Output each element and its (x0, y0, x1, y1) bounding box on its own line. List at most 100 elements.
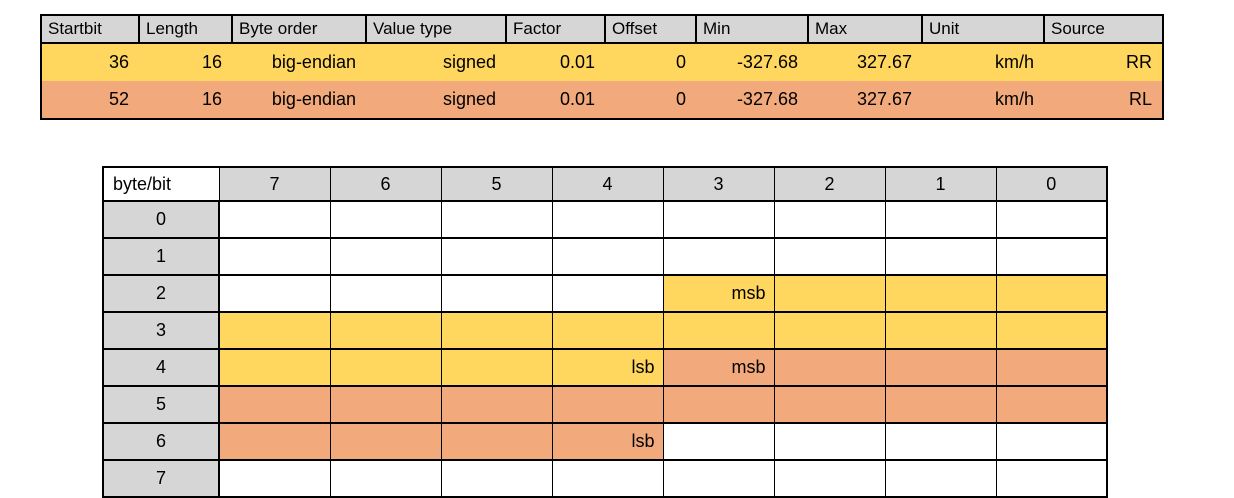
bit-cell-byte1-bit7 (218, 237, 331, 276)
signal-definition-table: Startbit Length Byte order Value type Factor… (40, 14, 1164, 120)
signal-cell-offset: 0 (675, 52, 686, 72)
signal-cell-byte-order: big-endian (232, 81, 366, 120)
bit-cell-byte0-bit0 (995, 200, 1108, 239)
signal-cell-value-type: signed (442, 52, 496, 72)
bit-column-header-4: 4 (551, 166, 664, 202)
signal-cell-value-type: signed (366, 81, 506, 120)
signal-row-rl: 52 16 big-endian signed 0.01 0 -327.68 327.67 km… (40, 81, 1164, 120)
bit-cell-byte7-bit7 (218, 459, 331, 498)
bit-column-header-7: 7 (218, 166, 331, 202)
byte-row-6: 6 lsb (102, 422, 1108, 461)
bit-cell-byte2-bit6 (329, 274, 442, 313)
signal-cell-max: 327.67 (856, 52, 912, 72)
bit-cell-byte7-bit1 (884, 459, 997, 498)
bit-cell-byte1-bit6 (329, 237, 442, 276)
signal-table-header-row: Startbit Length Byte order Value type Factor… (40, 14, 1164, 44)
signal-cell-source: RL (1044, 81, 1164, 120)
column-header-value-type: Value type (365, 14, 507, 44)
column-header-factor: Factor (505, 14, 606, 44)
byte-row-0: 0 (102, 200, 1108, 239)
bit-cell-byte5-bit0 (995, 385, 1108, 424)
bit-cell-byte3-bit7 (218, 311, 331, 350)
bit-cell-byte5-bit2 (773, 385, 886, 424)
bit-cell-byte0-bit1 (884, 200, 997, 239)
bit-cell-byte6-bit4: lsb (551, 422, 664, 461)
bit-cell-byte3-bit5 (440, 311, 553, 350)
byte-row-3: 3 (102, 311, 1108, 350)
byte-row-header-1: 1 (102, 237, 220, 276)
bit-cell-byte1-bit0 (995, 237, 1108, 276)
bit-column-header-1: 1 (884, 166, 997, 202)
bit-cell-byte6-bit1 (884, 422, 997, 461)
bit-cell-byte4-bit1 (884, 348, 997, 387)
signal-cell-byte-order: big-endian (271, 52, 356, 72)
signal-cell-source: RR (1044, 43, 1164, 81)
signal-cell-length: 16 (139, 81, 232, 120)
byte-row-header-0: 0 (102, 200, 220, 239)
signal-cell-offset: 0 (605, 81, 696, 120)
bit-cell-byte6-bit6 (329, 422, 442, 461)
signal-cell-unit: km/h (922, 81, 1044, 120)
byte-row-header-2: 2 (102, 274, 220, 313)
bit-column-header-3: 3 (662, 166, 775, 202)
bit-cell-byte3-bit3 (662, 311, 775, 350)
byte-row-1: 1 (102, 237, 1108, 276)
bit-cell-byte2-bit3: msb (662, 274, 775, 313)
byte-row-header-4: 4 (102, 348, 220, 387)
bit-cell-byte0-bit6 (329, 200, 442, 239)
signal-cell-length: 16 (201, 52, 222, 72)
bit-cell-byte6-bit2 (773, 422, 886, 461)
bit-cell-byte1-bit2 (773, 237, 886, 276)
bit-cell-byte5-bit3 (662, 385, 775, 424)
bit-cell-byte5-bit4 (551, 385, 664, 424)
bit-cell-byte5-bit7 (218, 385, 331, 424)
byte-row-2: 2 msb (102, 274, 1108, 313)
signal-row-rr: 36 16 big-endian signed 0.01 0 -327.68 327.67 km… (40, 43, 1164, 81)
bit-column-header-6: 6 (329, 166, 442, 202)
column-header-length: Length (138, 14, 233, 44)
column-header-max: Max (807, 14, 923, 44)
column-header-unit: Unit (921, 14, 1045, 44)
bit-cell-byte0-bit4 (551, 200, 664, 239)
column-header-byte-order: Byte order (231, 14, 367, 44)
byte-row-header-5: 5 (102, 385, 220, 424)
bit-cell-byte6-bit3 (662, 422, 775, 461)
bit-cell-byte3-bit6 (329, 311, 442, 350)
bit-cell-byte6-bit7 (218, 422, 331, 461)
bit-cell-byte7-bit5 (440, 459, 553, 498)
bit-column-header-2: 2 (773, 166, 886, 202)
byte-row-5: 5 (102, 385, 1108, 424)
column-header-offset: Offset (604, 14, 697, 44)
bit-cell-byte2-bit1 (884, 274, 997, 313)
bit-column-header-5: 5 (440, 166, 553, 202)
bit-cell-byte7-bit2 (773, 459, 886, 498)
column-header-min: Min (695, 14, 809, 44)
byte-row-4: 4 lsb msb (102, 348, 1108, 387)
byte-bit-layout-grid: byte/bit 7 6 5 4 3 2 1 0 0 1 2 msb 3 4 lsb msb 5 6 lsb 7 (102, 166, 1108, 498)
bit-cell-byte3-bit1 (884, 311, 997, 350)
bit-cell-byte5-bit1 (884, 385, 997, 424)
bit-cell-byte0-bit2 (773, 200, 886, 239)
bit-cell-byte0-bit7 (218, 200, 331, 239)
bit-cell-byte4-bit4: lsb (551, 348, 664, 387)
bit-grid-header-row: byte/bit 7 6 5 4 3 2 1 0 (102, 166, 1108, 202)
bit-cell-byte4-bit2 (773, 348, 886, 387)
bit-cell-byte1-bit4 (551, 237, 664, 276)
bit-cell-byte4-bit6 (329, 348, 442, 387)
bit-cell-byte3-bit2 (773, 311, 886, 350)
signal-cell-startbit: 52 (40, 81, 139, 120)
signal-cell-min: -327.68 (736, 52, 798, 72)
bit-cell-byte4-bit0 (995, 348, 1108, 387)
bit-cell-byte3-bit4 (551, 311, 664, 350)
bit-cell-byte6-bit5 (440, 422, 553, 461)
bit-cell-byte3-bit0 (995, 311, 1108, 350)
byte-row-header-6: 6 (102, 422, 220, 461)
bit-cell-byte2-bit5 (440, 274, 553, 313)
bit-cell-byte2-bit2 (773, 274, 886, 313)
signal-cell-min: -327.68 (696, 81, 808, 120)
bit-cell-byte2-bit7 (218, 274, 331, 313)
bit-cell-byte5-bit5 (440, 385, 553, 424)
byte-row-header-3: 3 (102, 311, 220, 350)
bit-column-header-0: 0 (995, 166, 1108, 202)
column-header-source: Source (1043, 14, 1164, 44)
